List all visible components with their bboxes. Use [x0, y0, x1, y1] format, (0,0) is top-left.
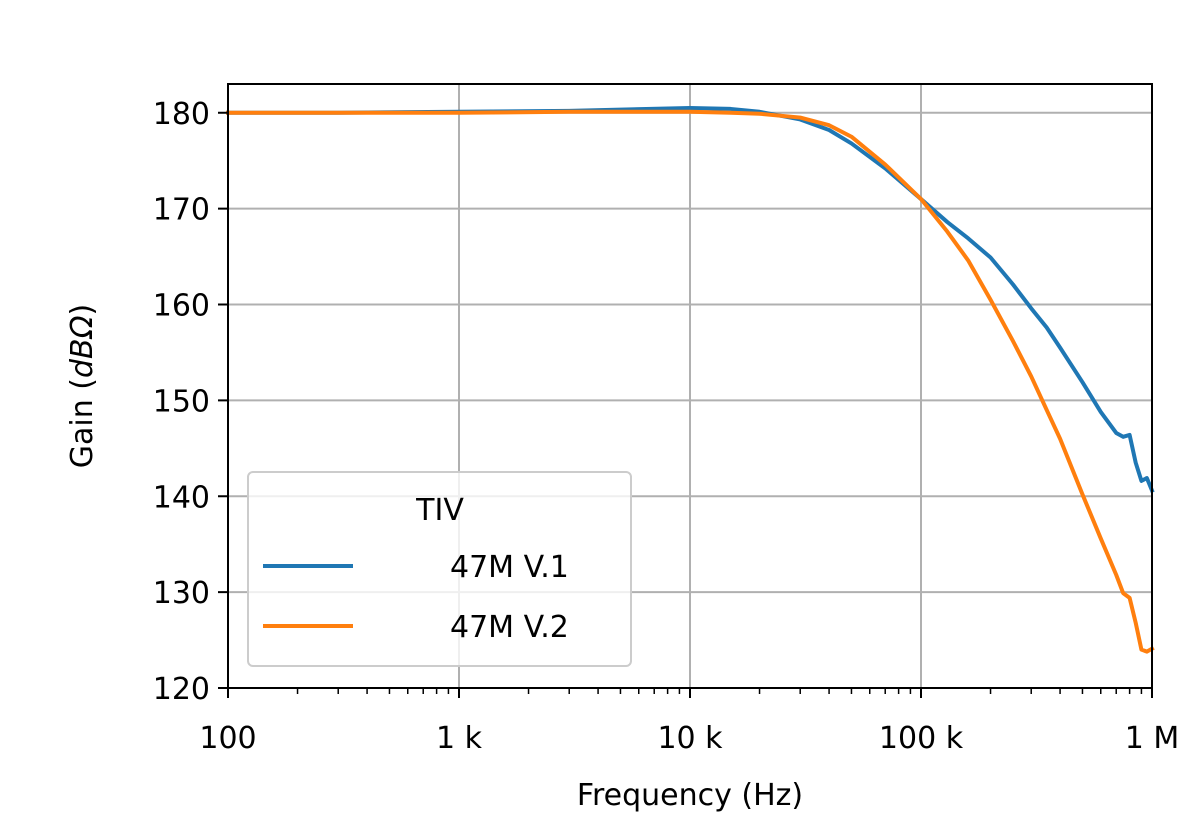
minor-ticks — [296, 688, 1143, 694]
legend: TIV 47M V.1 47M V.2 — [247, 471, 632, 667]
x-tick-label: 10 k — [657, 721, 723, 756]
y-axis-label-units: dBΩ — [65, 315, 100, 378]
x-axis-label: Frequency (Hz) — [577, 778, 803, 813]
y-tick-label: 160 — [153, 289, 210, 324]
x-tick-label: 1 k — [436, 721, 483, 756]
y-tick-label: 130 — [153, 576, 210, 611]
y-tick-label: 140 — [153, 480, 210, 515]
y-tick-label: 120 — [153, 672, 210, 707]
x-tick-label: 100 k — [879, 721, 964, 756]
series-lines — [226, 105, 1155, 654]
x-tick-label: 1 M — [1125, 721, 1180, 756]
x-tick-label: 100 — [199, 721, 256, 756]
y-axis-label-close: ) — [65, 304, 100, 316]
axis-ticks: 100 1 k 10 k 100 k 1 M 120 130 140 150 160 170 180 — [153, 97, 1180, 756]
legend-box — [247, 471, 632, 667]
y-tick-label: 150 — [153, 384, 210, 419]
y-axis-label-main: Gain ( — [65, 378, 100, 468]
y-axis-label: Gain (dBΩ) — [65, 304, 100, 469]
series-line-47m-v-1 — [226, 105, 1155, 494]
series-line-47m-v-2 — [226, 109, 1155, 654]
legend-label-47m-v1: 47M V.1 — [450, 550, 569, 585]
legend-label-47m-v2: 47M V.2 — [450, 610, 569, 645]
y-tick-label: 170 — [153, 193, 210, 228]
legend-title: TIV — [415, 493, 464, 528]
y-tick-label: 180 — [153, 97, 210, 132]
